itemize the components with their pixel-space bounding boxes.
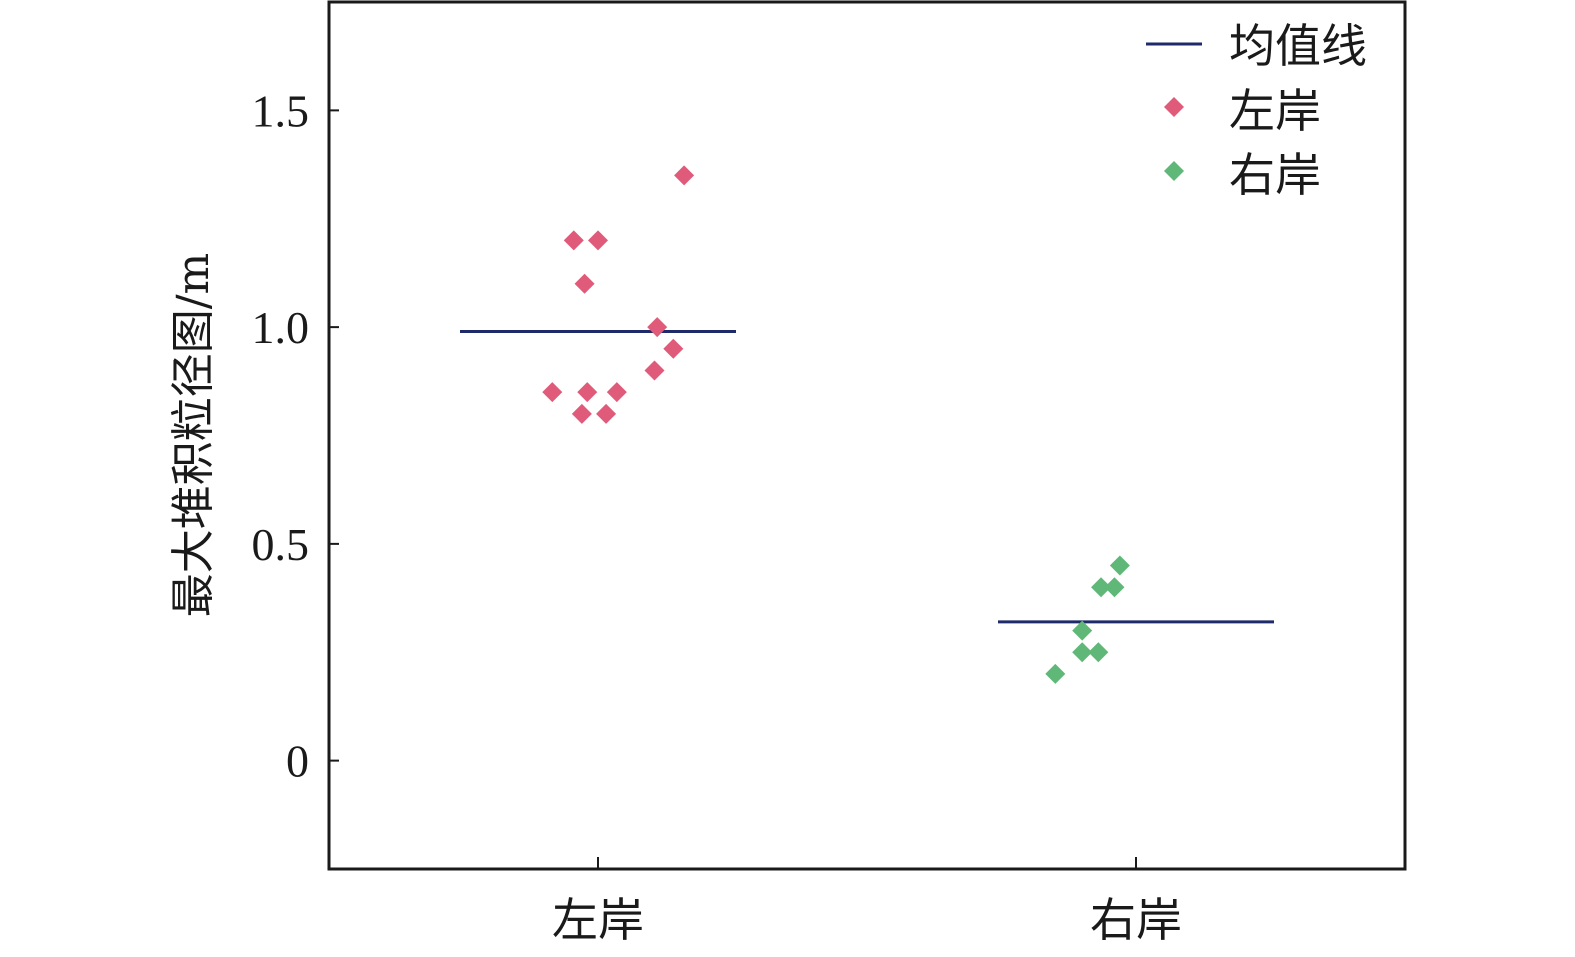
data-point-right [1072, 620, 1093, 641]
legend: 均值线 左岸 右岸 [1146, 19, 1367, 202]
legend-right-marker-swatch [1164, 161, 1184, 181]
data-point-right [1109, 555, 1130, 576]
data-point-left [644, 360, 665, 381]
data-point-left [606, 382, 627, 403]
y-tick-label: 1.5 [252, 85, 310, 136]
data-point-right [1104, 577, 1125, 598]
data-point-right [1072, 642, 1093, 663]
legend-left-marker-swatch [1164, 97, 1184, 117]
data-point-right [1088, 642, 1109, 663]
y-tick-label: 0.5 [252, 519, 310, 570]
plot-area: 00.51.01.5左岸 右岸 [252, 0, 1407, 946]
legend-right-label: 右岸 [1229, 148, 1321, 202]
data-point-left [588, 230, 608, 251]
x-tick-label: 左岸 [552, 895, 644, 946]
data-point-left [674, 165, 695, 186]
legend-left-label: 左岸 [1229, 84, 1321, 138]
x-tick-label: 右岸 [1090, 895, 1182, 946]
y-tick-label: 0 [286, 736, 309, 787]
y-axis-title: 最大堆积粒径图/m [168, 253, 219, 618]
data-point-left [577, 382, 598, 403]
data-point-left [571, 403, 592, 424]
plot-frame [327, 0, 1407, 871]
data-point-right [1091, 577, 1112, 598]
data-point-left [563, 230, 584, 251]
data-point-left [663, 338, 684, 359]
y-tick-label: 1.0 [252, 302, 310, 353]
data-point-left [542, 382, 563, 403]
data-point-right [1045, 663, 1066, 684]
data-point-left [596, 403, 617, 424]
data-point-left [647, 317, 668, 338]
data-point-left [574, 273, 595, 294]
data-marks [460, 165, 1274, 684]
legend-mean-label: 均值线 [1229, 19, 1367, 73]
